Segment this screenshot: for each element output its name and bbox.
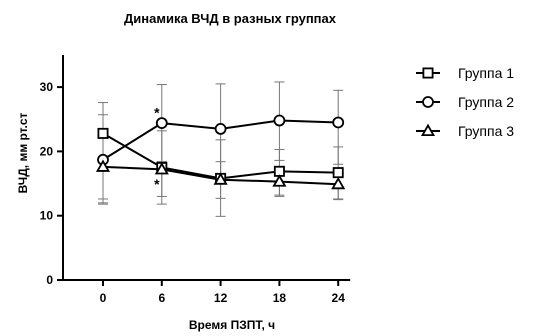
x-tick-label: 18 bbox=[273, 291, 287, 305]
legend-marker-triangle bbox=[420, 123, 436, 137]
data-point-square bbox=[332, 167, 344, 179]
legend-label: Группа 2 bbox=[458, 94, 514, 110]
significance-asterisk: * bbox=[154, 176, 160, 192]
y-tick-label: 0 bbox=[46, 273, 53, 287]
y-tick-label: 20 bbox=[40, 144, 54, 158]
x-tick-label: 12 bbox=[214, 291, 228, 305]
plot-area: 0 10 20 30 0 6 12 18 24 * * bbox=[40, 54, 351, 305]
data-point-circle bbox=[332, 116, 345, 129]
chart-title: Динамика ВЧД в разных группах bbox=[124, 11, 337, 26]
x-tick-label: 0 bbox=[100, 291, 107, 305]
data-point-triangle bbox=[272, 174, 287, 187]
y-axis-title: ВЧД, мм рт.ст bbox=[16, 112, 30, 193]
data-point-circle bbox=[214, 122, 227, 135]
significance-asterisk: * bbox=[154, 105, 160, 121]
legend-label: Группа 1 bbox=[458, 65, 514, 81]
y-tick-label: 10 bbox=[40, 209, 54, 223]
data-point-circle bbox=[155, 117, 168, 130]
x-tick-label: 24 bbox=[332, 291, 346, 305]
legend-marker-circle bbox=[422, 96, 434, 108]
data-point-square bbox=[97, 127, 109, 139]
legend-marker-square bbox=[422, 67, 434, 79]
data-point-triangle bbox=[154, 162, 169, 175]
x-tick-label: 6 bbox=[158, 291, 165, 305]
y-tick-label: 30 bbox=[40, 80, 54, 94]
legend-label: Группа 3 bbox=[458, 123, 514, 139]
legend: Группа 1 Группа 2 Группа 3 bbox=[416, 65, 514, 139]
data-point-triangle bbox=[213, 172, 228, 185]
data-point-triangle bbox=[331, 176, 346, 190]
data-point-circle bbox=[273, 114, 286, 127]
data-point-triangle bbox=[95, 159, 111, 172]
x-axis-title: Время ПЗПТ, ч bbox=[189, 318, 275, 332]
